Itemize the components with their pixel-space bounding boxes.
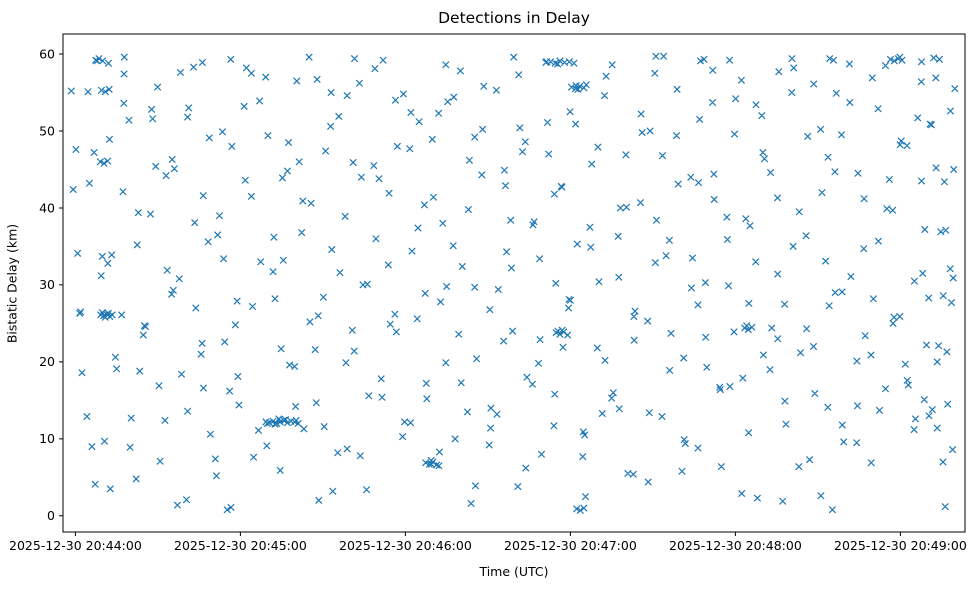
chart-title: Detections in Delay bbox=[438, 9, 590, 27]
x-tick-label: 2025-12-30 20:45:00 bbox=[174, 538, 307, 553]
x-tick-label: 2025-12-30 20:49:00 bbox=[834, 538, 967, 553]
y-tick-label: 10 bbox=[39, 431, 55, 446]
y-tick-label: 60 bbox=[39, 46, 55, 61]
y-tick-label: 20 bbox=[39, 354, 55, 369]
y-axis-label: Bistatic Delay (km) bbox=[4, 223, 20, 344]
tick-labels: 2025-12-30 20:44:00 2025-12-30 20:45:00 20… bbox=[9, 46, 967, 553]
x-tick-label: 2025-12-30 20:44:00 bbox=[9, 538, 142, 553]
y-tick-label: 0 bbox=[47, 508, 55, 523]
y-tick-label: 30 bbox=[39, 277, 55, 292]
y-tick-label: 40 bbox=[39, 200, 55, 215]
x-tick-label: 2025-12-30 20:46:00 bbox=[339, 538, 472, 553]
x-tick-label: 2025-12-30 20:48:00 bbox=[669, 538, 802, 553]
plot-background bbox=[63, 34, 965, 532]
plot-border bbox=[62, 33, 966, 533]
axis-ticks bbox=[59, 53, 901, 536]
x-axis-label: Time (UTC) bbox=[479, 564, 549, 579]
x-tick-label: 2025-12-30 20:47:00 bbox=[504, 538, 637, 553]
scatter-points bbox=[67, 52, 959, 515]
y-tick-label: 50 bbox=[39, 123, 55, 138]
